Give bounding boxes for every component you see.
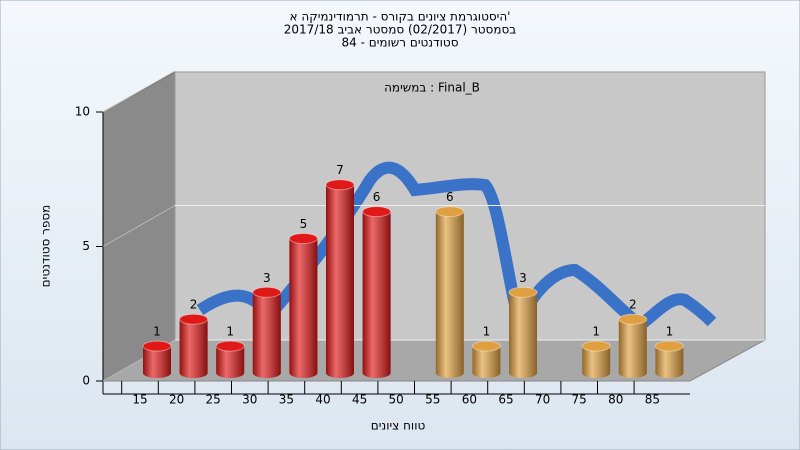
- bar-top: [142, 340, 172, 352]
- y-tick-label: 10: [75, 105, 90, 119]
- bar-shade: [582, 346, 611, 378]
- x-tick-label: 20: [169, 393, 184, 407]
- bar-top: [252, 286, 282, 298]
- x-tick-label: 40: [315, 393, 330, 407]
- annotation: במשימה : Final_B: [384, 81, 480, 95]
- x-tick-label: 30: [242, 393, 257, 407]
- bar-top: [288, 233, 318, 244]
- y-tick-label: 0: [82, 374, 90, 388]
- bar-top: [508, 286, 538, 298]
- x-tick-label: 55: [425, 393, 440, 407]
- x-axis-label: טווח ציונים: [371, 419, 426, 433]
- bar-shade: [289, 238, 318, 378]
- bar-top: [581, 340, 611, 352]
- data-label: 5: [300, 217, 308, 231]
- data-label: 7: [336, 163, 344, 177]
- chart-subtitle: סטודנטים רשומים - 84: [341, 36, 458, 50]
- bar-top: [179, 313, 209, 325]
- data-label: 1: [226, 325, 234, 339]
- bar-shade: [326, 184, 354, 378]
- bar-shade: [143, 346, 171, 378]
- data-label: 2: [629, 298, 637, 312]
- x-tick-label: 80: [608, 393, 623, 407]
- grid-line: [102, 205, 176, 247]
- x-tick-label: 70: [535, 393, 550, 407]
- bar-top: [325, 179, 355, 191]
- bar-shade: [655, 346, 684, 378]
- data-label: 3: [263, 271, 271, 285]
- x-tick-label: 35: [279, 393, 294, 407]
- bar-shade: [179, 319, 208, 378]
- bar-top: [618, 313, 648, 325]
- bar-shade: [472, 346, 501, 378]
- data-label: 1: [666, 325, 674, 339]
- x-tick-label: 60: [462, 393, 477, 407]
- x-tick-label: 85: [645, 393, 660, 407]
- data-label: 1: [592, 325, 600, 339]
- bar-shade: [362, 211, 391, 378]
- data-label: 1: [483, 325, 491, 339]
- bar-top: [362, 206, 392, 218]
- bar-top: [435, 206, 465, 218]
- x-tick-label: 25: [206, 393, 221, 407]
- bar-shade: [509, 292, 537, 378]
- bar-shade: [435, 211, 464, 378]
- x-tick-label: 75: [572, 393, 587, 407]
- data-label: 1: [153, 325, 161, 339]
- data-label: 6: [446, 190, 454, 204]
- bar-shade: [618, 319, 647, 378]
- bar-top: [215, 340, 245, 352]
- x-tick-label: 50: [389, 393, 404, 407]
- data-label: 6: [373, 190, 381, 204]
- bar-top: [654, 340, 684, 352]
- x-tick-label: 65: [498, 393, 513, 407]
- y-tick-label: 5: [82, 239, 90, 253]
- x-tick-label: 45: [352, 393, 367, 407]
- grid-line: [102, 70, 176, 113]
- bar-shade: [252, 292, 281, 378]
- x-tick-label: 15: [132, 393, 147, 407]
- chart-title: היסטוגרמת ציונים בקורס - תרמודינמיקה א': [290, 10, 511, 24]
- chart-subtitle: בסמסטר (02/2017) סמסטר אביב 2017/18: [284, 23, 516, 37]
- data-label: 3: [519, 271, 527, 285]
- data-label: 2: [190, 298, 198, 312]
- bar-top: [471, 340, 501, 352]
- bar-shade: [216, 346, 245, 378]
- y-axis-label: מספר סטודנטים: [39, 205, 53, 288]
